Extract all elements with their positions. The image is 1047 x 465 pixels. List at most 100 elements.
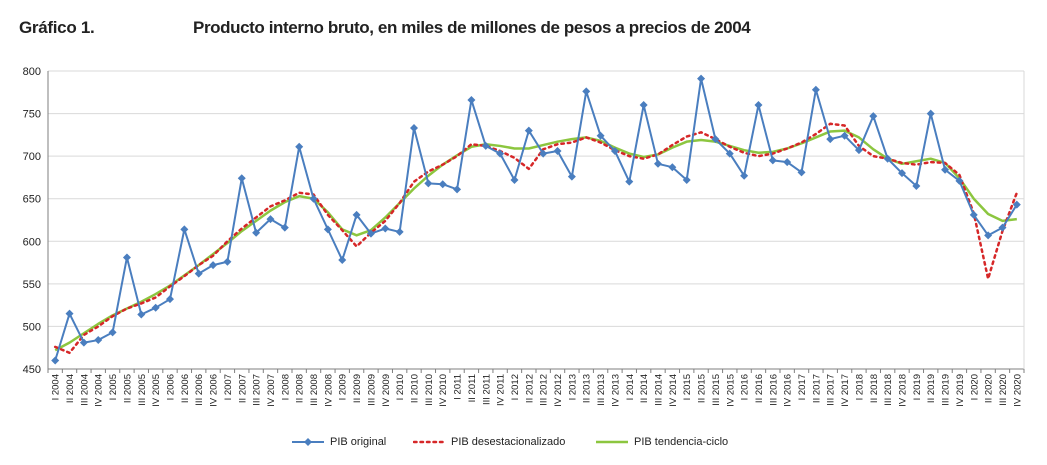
data-point-original: [725, 149, 734, 158]
x-tick-label: I 2012: [510, 374, 521, 400]
x-tick-label: IV 2007: [266, 374, 277, 407]
data-point-original: [840, 131, 849, 140]
data-point-original: [854, 146, 863, 155]
data-point-original: [453, 185, 462, 194]
data-point-original: [539, 149, 548, 158]
legend-label-desestacionalizado: PIB desestacionalizado: [451, 436, 566, 448]
data-point-original: [625, 177, 634, 186]
y-tick-label-800: 800: [23, 66, 41, 78]
data-point-original: [826, 135, 835, 144]
x-tick-label: II 2012: [524, 374, 535, 403]
data-point-original: [122, 253, 131, 262]
x-tick-label: I 2020: [969, 374, 980, 400]
x-tick-label: IV 2009: [381, 374, 392, 407]
legend-item-original: PIB original: [292, 436, 386, 448]
x-tick-label: I 2010: [395, 374, 406, 400]
chart-legend: PIB original PIB desestacionalizado PIB …: [0, 436, 1047, 456]
x-tick-label: I 2008: [280, 374, 291, 400]
data-point-original: [596, 131, 605, 140]
data-point-original: [410, 124, 418, 133]
x-tick-label: I 2017: [797, 374, 808, 400]
x-tick-label: II 2017: [811, 374, 822, 403]
x-tick-label: IV 2005: [151, 374, 162, 407]
data-point-original: [869, 112, 878, 121]
x-tick-label: II 2007: [237, 374, 248, 403]
x-tick-label: IV 2011: [496, 374, 507, 406]
data-point-original: [467, 95, 476, 104]
x-tick-label: II 2006: [180, 374, 191, 403]
legend-solid-line-icon: [596, 440, 628, 444]
data-point-original: [381, 224, 390, 233]
data-point-original: [524, 126, 533, 135]
x-tick-label: II 2013: [582, 374, 593, 403]
x-tick-label: III 2013: [596, 374, 607, 406]
data-point-original: [338, 256, 347, 265]
data-point-original: [682, 175, 691, 184]
x-tick-label: I 2013: [567, 374, 578, 400]
x-tick-label: III 2004: [79, 374, 90, 406]
x-tick-label: III 2016: [768, 374, 779, 406]
x-tick-label: IV 2017: [840, 374, 851, 407]
data-point-original: [323, 225, 332, 234]
x-tick-label: I 2016: [740, 374, 751, 400]
data-point-original: [352, 210, 361, 219]
data-point-original: [510, 175, 519, 184]
x-tick-label: I 2014: [625, 374, 636, 400]
data-point-original: [1012, 200, 1021, 209]
data-point-original: [912, 181, 921, 190]
data-point-original: [137, 310, 146, 319]
data-point-original: [295, 142, 304, 151]
data-point-original: [984, 231, 993, 240]
legend-dotted-line-icon: [413, 440, 445, 444]
x-tick-label: IV 2014: [668, 374, 679, 407]
x-tick-label: I 2018: [854, 374, 865, 400]
x-tick-label: III 2005: [137, 374, 148, 406]
x-tick-label: III 2010: [424, 374, 435, 406]
x-tick-label: I 2019: [912, 374, 923, 400]
x-tick-label: I 2009: [338, 374, 349, 400]
x-tick-label: III 2009: [366, 374, 377, 406]
data-point-original: [969, 210, 978, 219]
x-tick-label: I 2006: [166, 374, 177, 400]
data-point-original: [108, 328, 117, 337]
series-line-tendencia-ciclo: [54, 129, 1017, 352]
chart-title: Producto interno bruto, en miles de mill…: [193, 18, 751, 37]
x-tick-label: II 2016: [754, 374, 765, 403]
x-tick-label: IV 2013: [610, 374, 621, 407]
x-tick-label: IV 2016: [783, 374, 794, 407]
x-tick-label: II 2011: [467, 374, 478, 402]
y-tick-label-450: 450: [23, 364, 41, 376]
y-tick-label-550: 550: [23, 279, 41, 291]
x-tick-label: III 2006: [194, 374, 205, 406]
x-tick-label: III 2011: [481, 374, 492, 405]
y-tick-label-750: 750: [23, 109, 41, 121]
x-tick-label: II 2004: [65, 374, 76, 403]
data-point-original: [438, 180, 447, 189]
data-point-original: [366, 229, 375, 238]
data-point-original: [754, 101, 763, 110]
data-point-original: [582, 87, 591, 96]
x-tick-label: I 2015: [682, 374, 693, 400]
x-tick-label: II 2008: [295, 374, 306, 403]
x-tick-label: IV 2006: [209, 374, 220, 407]
x-tick-label: III 2018: [883, 374, 894, 406]
data-point-original: [768, 156, 777, 165]
data-point-original: [166, 295, 174, 304]
x-tick-label: III 2008: [309, 374, 320, 406]
data-point-original: [51, 356, 60, 365]
series-line-original: [54, 77, 1018, 361]
data-point-original: [65, 309, 74, 318]
x-tick-label: IV 2015: [725, 374, 736, 407]
x-tick-label: III 2007: [252, 374, 263, 406]
data-point-original: [668, 163, 677, 172]
data-point-original: [697, 74, 706, 83]
data-point-original: [941, 165, 950, 174]
data-point-original: [639, 101, 648, 110]
y-tick-label-500: 500: [23, 321, 41, 333]
data-point-original: [151, 303, 160, 312]
x-tick-label: IV 2012: [553, 374, 564, 407]
data-point-original: [79, 338, 88, 347]
y-tick-label-650: 650: [23, 194, 41, 206]
x-tick-label: I 2011: [453, 374, 464, 400]
